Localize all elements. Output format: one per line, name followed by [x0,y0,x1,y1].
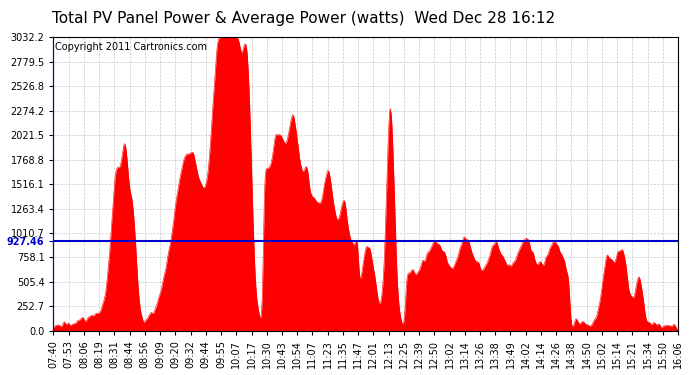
Text: Total PV Panel Power & Average Power (watts)  Wed Dec 28 16:12: Total PV Panel Power & Average Power (wa… [52,11,555,26]
Text: Copyright 2011 Cartronics.com: Copyright 2011 Cartronics.com [55,42,207,52]
